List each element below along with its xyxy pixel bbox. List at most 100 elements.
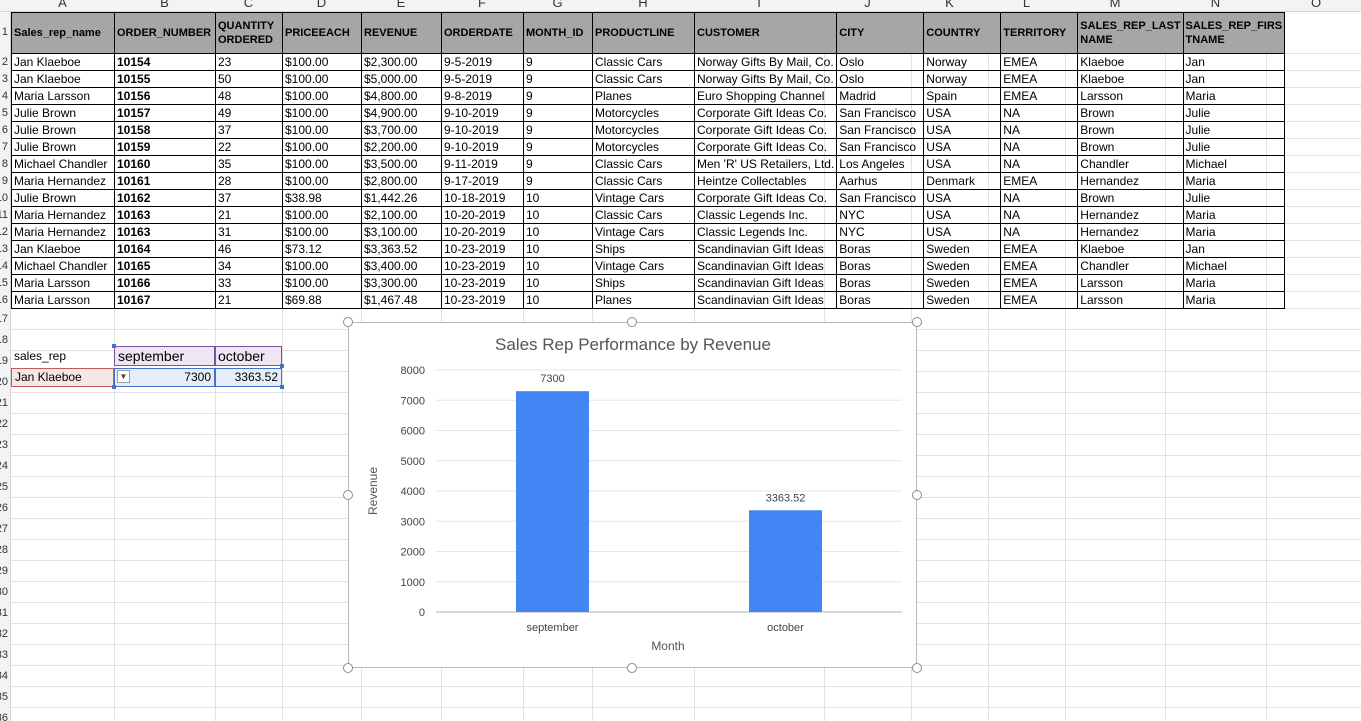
pivot-october-value[interactable]: 3363.52 bbox=[215, 368, 282, 387]
row-header[interactable]: 4 bbox=[1, 89, 8, 102]
row-header[interactable]: 24 bbox=[0, 459, 8, 472]
table-cell[interactable]: 9-10-2019 bbox=[441, 121, 524, 139]
table-cell[interactable]: Larsson bbox=[1077, 274, 1184, 292]
table-cell[interactable]: Vintage Cars bbox=[592, 223, 695, 241]
table-cell[interactable]: Julie Brown bbox=[11, 121, 115, 139]
table-cell[interactable]: Chandler bbox=[1077, 257, 1184, 275]
table-cell[interactable]: 10 bbox=[523, 291, 593, 309]
table-cell[interactable]: $100.00 bbox=[282, 206, 362, 224]
table-cell[interactable]: Ships bbox=[592, 240, 695, 258]
table-cell[interactable]: Classic Cars bbox=[592, 172, 695, 190]
pivot-september-value[interactable]: 7300 bbox=[114, 368, 215, 387]
table-cell[interactable]: $3,363.52 bbox=[361, 240, 442, 258]
table-cell[interactable]: 10-23-2019 bbox=[441, 240, 524, 258]
table-cell[interactable]: 9 bbox=[523, 138, 593, 156]
row-header[interactable]: 28 bbox=[0, 543, 8, 556]
table-cell[interactable]: Klaeboe bbox=[1077, 240, 1184, 258]
table-cell[interactable]: Maria bbox=[1182, 274, 1286, 292]
revenue-bar-chart[interactable]: Sales Rep Performance by Revenue 0 1000 200… bbox=[348, 322, 917, 668]
table-cell[interactable]: Spain bbox=[923, 87, 1002, 105]
table-cell[interactable]: $1,442.26 bbox=[361, 189, 442, 207]
table-cell[interactable]: Corporate Gift Ideas Co. bbox=[693, 189, 838, 207]
row-header[interactable]: 18 bbox=[0, 333, 8, 346]
table-cell[interactable]: Planes bbox=[592, 291, 695, 309]
table-cell[interactable]: Vintage Cars bbox=[592, 189, 695, 207]
table-cell[interactable]: $2,300.00 bbox=[361, 53, 442, 71]
table-cell[interactable]: Chandler bbox=[1077, 155, 1184, 173]
table-cell[interactable]: Euro Shopping Channel bbox=[693, 87, 838, 105]
table-cell[interactable]: Larsson bbox=[1077, 87, 1184, 105]
table-cell[interactable]: NA bbox=[1000, 189, 1079, 207]
table-cell[interactable]: 28 bbox=[215, 172, 283, 190]
table-cell[interactable]: 9 bbox=[523, 104, 593, 122]
row-header[interactable]: 25 bbox=[0, 480, 8, 493]
table-cell[interactable]: Julie bbox=[1182, 121, 1286, 139]
chart-resize-handle[interactable] bbox=[912, 663, 922, 673]
pivot-september-header[interactable]: september bbox=[114, 346, 215, 366]
row-header[interactable]: 19 bbox=[0, 354, 8, 367]
row-header[interactable]: 8 bbox=[1, 157, 8, 170]
table-cell[interactable]: $2,200.00 bbox=[361, 138, 442, 156]
table-cell[interactable]: 49 bbox=[215, 104, 283, 122]
table-cell[interactable]: 9-10-2019 bbox=[441, 138, 524, 156]
table-cell[interactable]: Klaeboe bbox=[1077, 70, 1184, 88]
table-cell[interactable]: 33 bbox=[215, 274, 283, 292]
row-header[interactable]: 9 bbox=[1, 174, 8, 187]
row-header[interactable]: 21 bbox=[0, 396, 8, 409]
header-cell[interactable]: COUNTRY bbox=[923, 12, 1002, 54]
table-cell[interactable]: 10161 bbox=[114, 172, 216, 190]
table-cell[interactable]: $100.00 bbox=[282, 257, 362, 275]
table-cell[interactable]: 46 bbox=[215, 240, 283, 258]
column-header-i[interactable]: I bbox=[757, 0, 761, 10]
row-header[interactable]: 1 bbox=[1, 26, 8, 38]
table-cell[interactable]: 9 bbox=[523, 155, 593, 173]
table-cell[interactable]: $1,467.48 bbox=[361, 291, 442, 309]
row-header[interactable]: 16 bbox=[0, 293, 8, 306]
table-cell[interactable]: $3,500.00 bbox=[361, 155, 442, 173]
table-cell[interactable]: 9-10-2019 bbox=[441, 104, 524, 122]
table-cell[interactable]: Motorcycles bbox=[592, 121, 695, 139]
table-cell[interactable]: $4,800.00 bbox=[361, 87, 442, 105]
table-cell[interactable]: Maria bbox=[1182, 291, 1286, 309]
table-cell[interactable]: 10-18-2019 bbox=[441, 189, 524, 207]
table-cell[interactable]: Maria bbox=[1182, 206, 1286, 224]
table-cell[interactable]: $100.00 bbox=[282, 274, 362, 292]
table-cell[interactable]: Maria Hernandez bbox=[11, 206, 115, 224]
table-cell[interactable]: Jan Klaeboe bbox=[11, 70, 115, 88]
table-cell[interactable]: 10157 bbox=[114, 104, 216, 122]
table-cell[interactable]: NYC bbox=[836, 206, 925, 224]
pivot-sales-rep-cell[interactable]: Jan Klaeboe bbox=[11, 368, 114, 387]
row-header[interactable]: 35 bbox=[0, 690, 8, 703]
chart-resize-handle[interactable] bbox=[343, 490, 353, 500]
table-cell[interactable]: 48 bbox=[215, 87, 283, 105]
table-cell[interactable]: $73.12 bbox=[282, 240, 362, 258]
table-cell[interactable]: 10156 bbox=[114, 87, 216, 105]
table-cell[interactable]: $100.00 bbox=[282, 53, 362, 71]
table-cell[interactable]: Men 'R' US Retailers, Ltd. bbox=[693, 155, 838, 173]
table-cell[interactable]: Julie Brown bbox=[11, 189, 115, 207]
row-header[interactable]: 17 bbox=[0, 312, 8, 325]
row-header[interactable]: 30 bbox=[0, 585, 8, 598]
table-cell[interactable]: Classic Cars bbox=[592, 53, 695, 71]
table-cell[interactable]: NA bbox=[1000, 138, 1079, 156]
table-cell[interactable]: 34 bbox=[215, 257, 283, 275]
table-cell[interactable]: 10 bbox=[523, 189, 593, 207]
chart-resize-handle[interactable] bbox=[912, 317, 922, 327]
table-cell[interactable]: $3,400.00 bbox=[361, 257, 442, 275]
table-cell[interactable]: 10 bbox=[523, 206, 593, 224]
chart-resize-handle[interactable] bbox=[343, 663, 353, 673]
table-cell[interactable]: EMEA bbox=[1000, 257, 1079, 275]
table-cell[interactable]: Corporate Gift Ideas Co. bbox=[693, 138, 838, 156]
table-cell[interactable]: Aarhus bbox=[836, 172, 925, 190]
row-header[interactable]: 5 bbox=[1, 106, 8, 119]
table-cell[interactable]: Brown bbox=[1077, 121, 1184, 139]
range-handle[interactable] bbox=[280, 364, 284, 368]
table-cell[interactable]: 10159 bbox=[114, 138, 216, 156]
table-cell[interactable]: Classic Cars bbox=[592, 70, 695, 88]
row-header[interactable]: 12 bbox=[0, 225, 8, 238]
table-cell[interactable]: USA bbox=[923, 138, 1002, 156]
table-cell[interactable]: Klaeboe bbox=[1077, 53, 1184, 71]
row-header[interactable]: 10 bbox=[0, 191, 8, 204]
table-cell[interactable]: 10160 bbox=[114, 155, 216, 173]
row-header[interactable]: 22 bbox=[0, 417, 8, 430]
